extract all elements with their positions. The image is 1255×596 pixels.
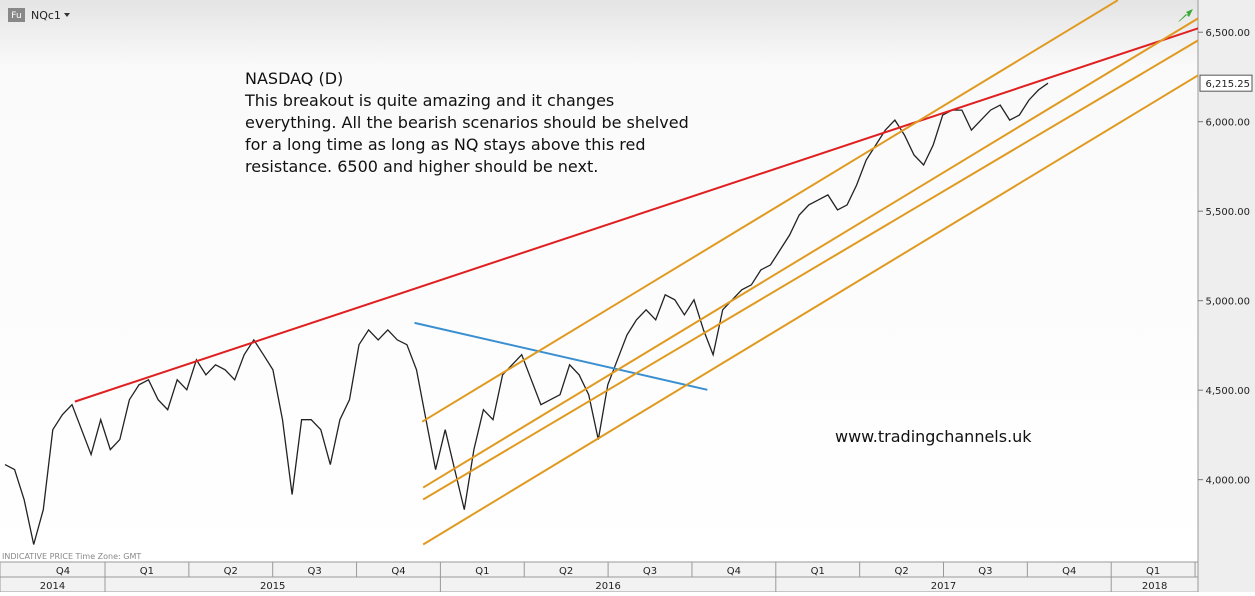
quarter-label: Q2 — [224, 566, 238, 577]
year-label: 2015 — [260, 581, 285, 592]
y-tick-label: 6,500.00 — [1205, 28, 1250, 39]
y-tick-label: 5,000.00 — [1205, 297, 1250, 308]
trendline — [74, 27, 1198, 403]
annotation: resistance. 6500 and higher should be ne… — [245, 157, 598, 176]
year-label: 2018 — [1142, 581, 1167, 592]
last-value-box — [1199, 74, 1253, 92]
year-label: 2014 — [40, 581, 65, 592]
quarter-label: Q1 — [475, 566, 489, 577]
annotation: This breakout is quite amazing and it ch… — [244, 91, 614, 110]
trendline — [422, 17, 1198, 489]
quarter-label: Q2 — [559, 566, 573, 577]
symbol[interactable]: NQc1 — [31, 9, 61, 22]
year-label: 2017 — [931, 581, 956, 592]
watermark: www.tradingchannels.uk — [835, 427, 1032, 446]
quarter-label: Q2 — [894, 566, 908, 577]
annotation: everything. All the bearish scenarios sh… — [245, 113, 689, 132]
trendline — [422, 39, 1198, 501]
quarter-label: Q3 — [643, 566, 657, 577]
quarter-label: Q1 — [140, 566, 154, 577]
quarter-label: Q4 — [1062, 566, 1076, 577]
annotation: NASDAQ (D) — [245, 69, 343, 88]
trendline — [421, 0, 1119, 423]
y-tick-label: 5,500.00 — [1205, 207, 1250, 218]
quarter-label: Q4 — [56, 566, 70, 577]
trendline — [414, 321, 708, 391]
trendline — [422, 74, 1198, 546]
last-value-label: 6,215.25 — [1205, 79, 1250, 90]
dropdown-arrow[interactable] — [64, 13, 70, 17]
y-tick-label: 4,500.00 — [1205, 386, 1250, 397]
quarter-label: Q4 — [391, 566, 405, 577]
quarter-label: Q4 — [727, 566, 741, 577]
y-tick-label: 6,000.00 — [1205, 118, 1250, 129]
annotation: for a long time as long as NQ stays abov… — [245, 135, 646, 154]
year-label: 2016 — [595, 581, 620, 592]
quarter-label: Q3 — [978, 566, 992, 577]
trend-icon[interactable] — [1178, 9, 1193, 22]
quarter-label: Q1 — [811, 566, 825, 577]
y-axis-area — [1198, 0, 1255, 592]
plot-layer — [4, 0, 1198, 546]
badge[interactable]: Fu — [11, 11, 21, 21]
quarter-label: Q1 — [1146, 566, 1160, 577]
footer-note: INDICATIVE PRICE Time Zone: GMT — [2, 552, 141, 561]
plot-area — [0, 0, 1198, 562]
quarter-label: Q3 — [308, 566, 322, 577]
badge-box[interactable] — [8, 8, 25, 22]
y-tick-label: 4,000.00 — [1205, 476, 1250, 487]
